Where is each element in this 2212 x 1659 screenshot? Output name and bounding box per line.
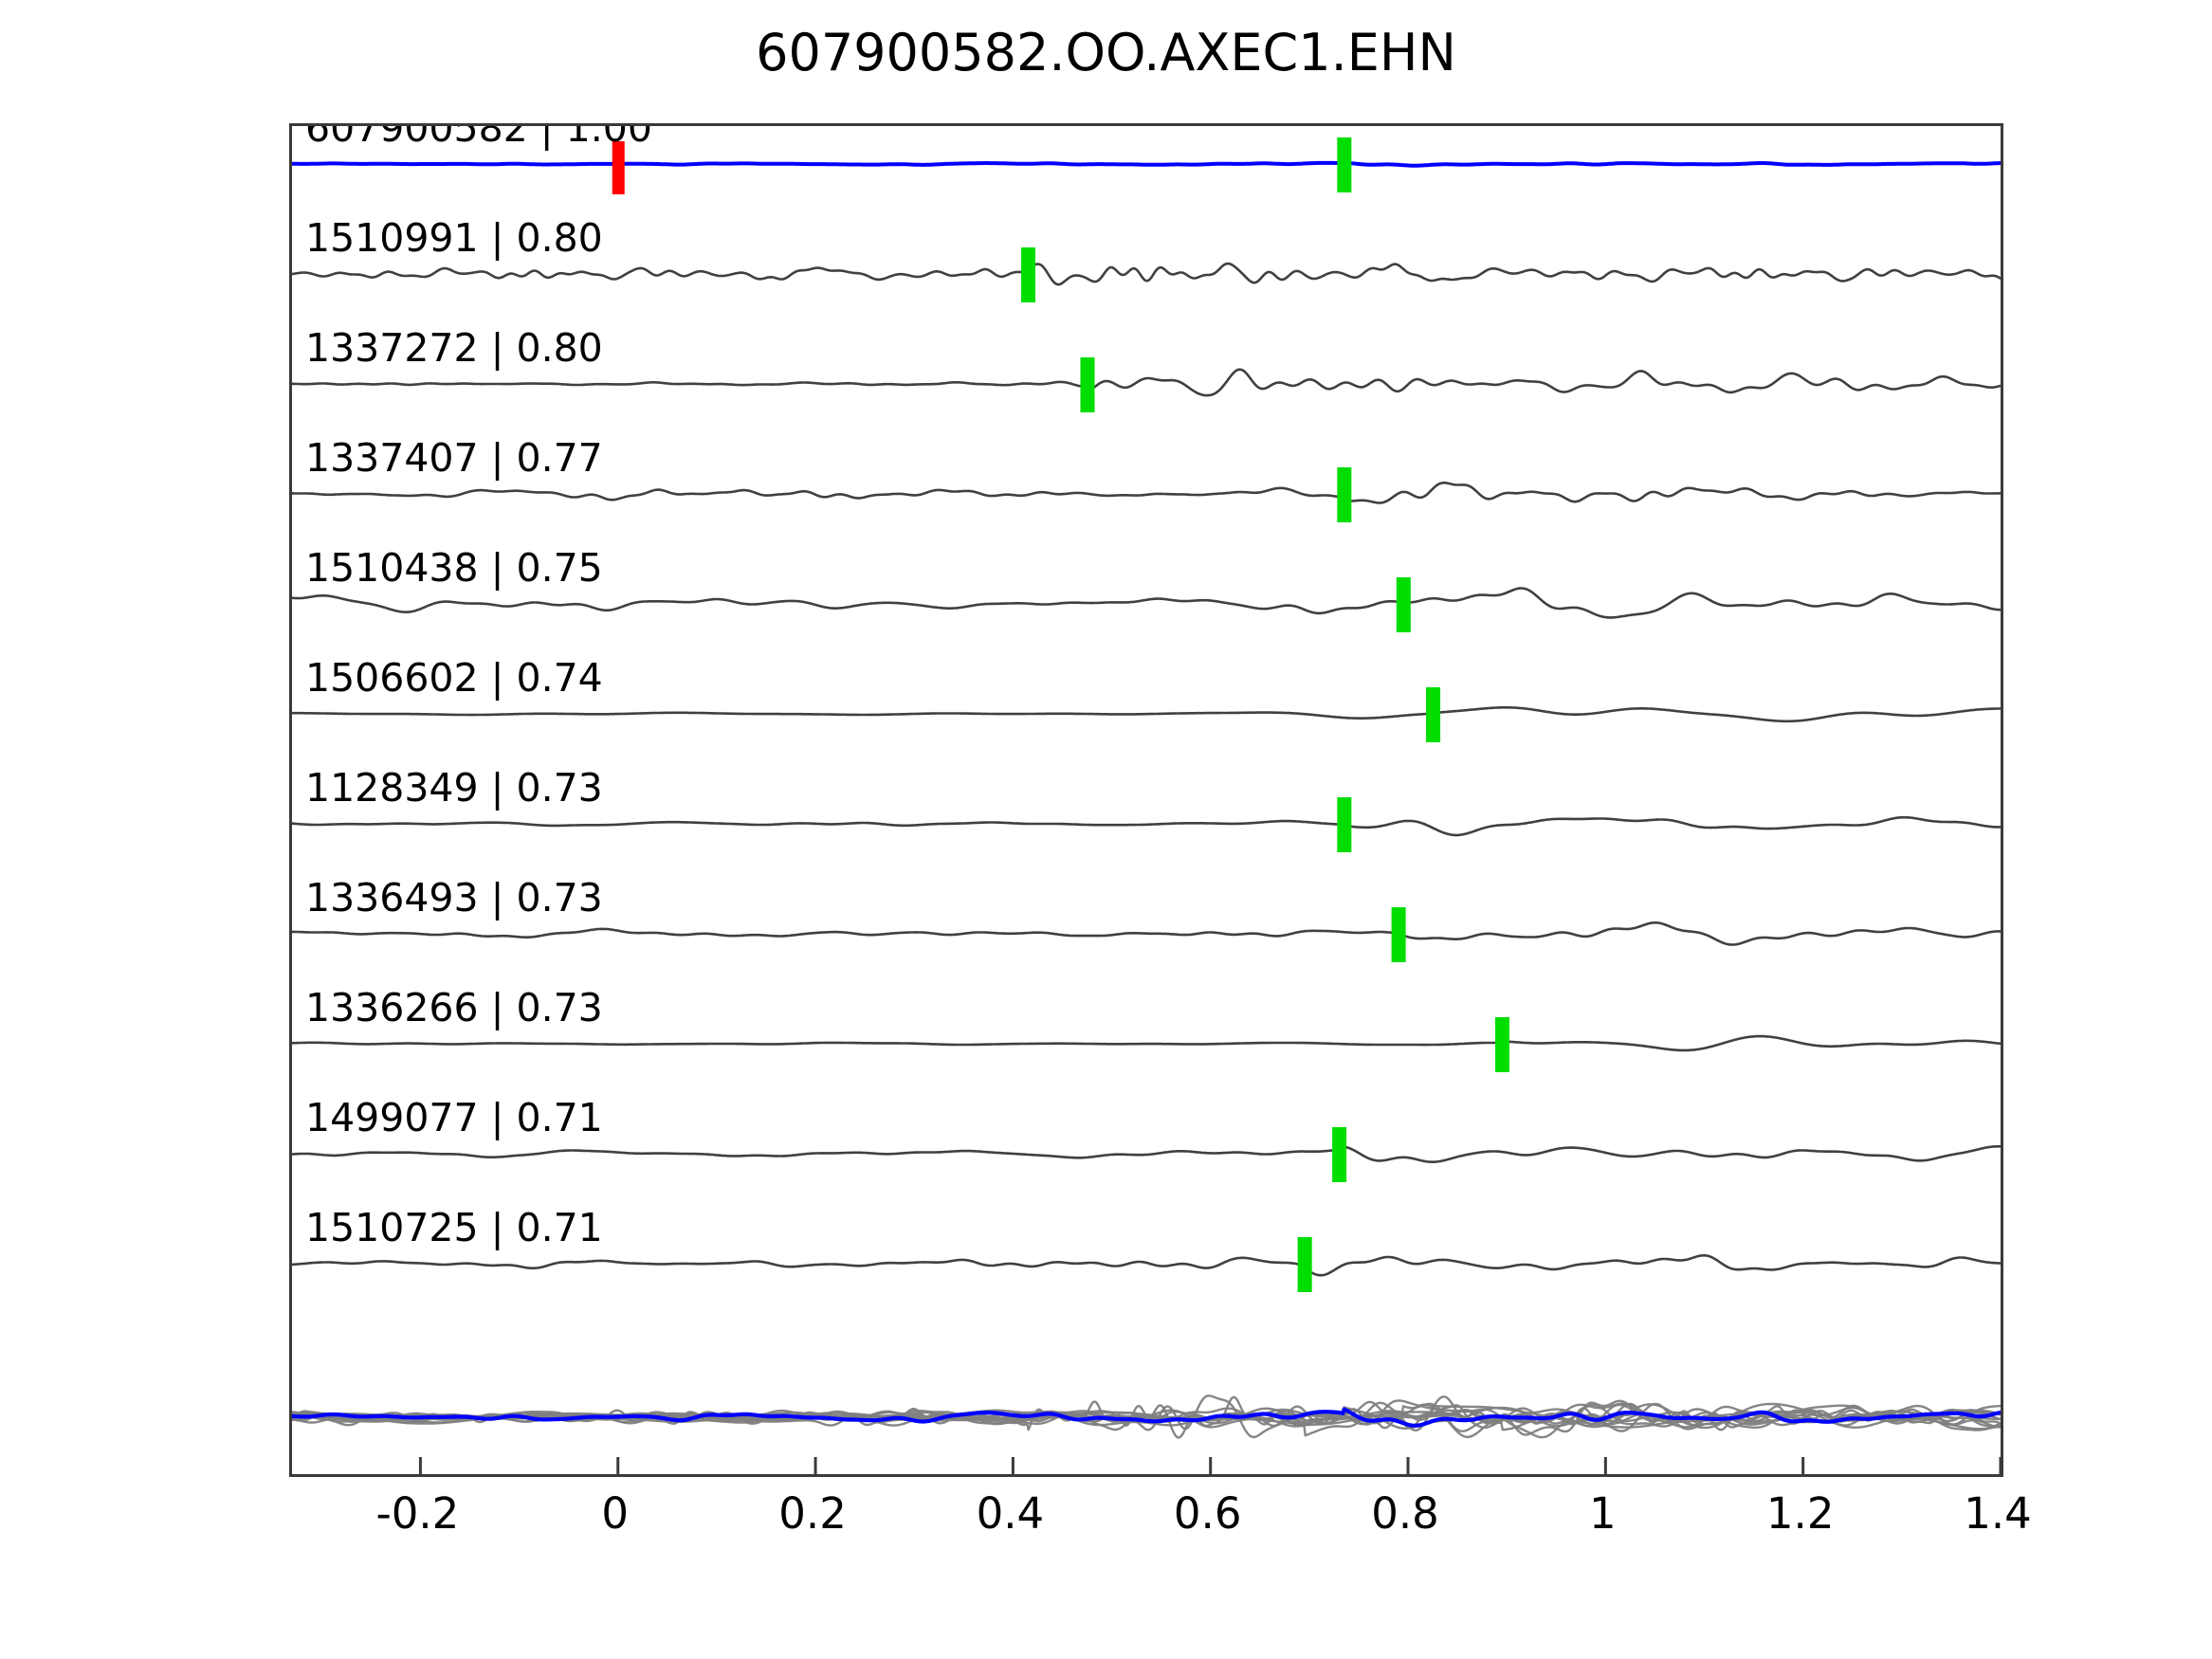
stack-template-trace: [292, 1407, 2001, 1428]
x-tick-label-5: 0.8: [1371, 1488, 1439, 1539]
trace-label-607900582: 607900582 | 1.00: [305, 123, 652, 151]
detection-pick-marker-1510725[interactable]: [1297, 1237, 1312, 1292]
waveform-trace-1506602: [292, 705, 2001, 723]
waveform-trace-1336493: [292, 921, 2001, 946]
detection-pick-marker-1510438[interactable]: [1396, 577, 1411, 632]
detection-pick-marker-1337272[interactable]: [1080, 357, 1095, 412]
waveform-trace-1499077: [292, 1144, 2001, 1163]
trace-label-1336266: 1336266 | 0.73: [305, 985, 603, 1030]
plot-area: 607900582 | 1.00 1510991 | 0.80 1337272 | …: [289, 123, 2003, 1477]
waveform-canvas: [292, 137, 2001, 1474]
trace-label-1510991: 1510991 | 0.80: [305, 215, 603, 261]
detection-pick-marker-607900582[interactable]: [1337, 137, 1352, 192]
waveform-trace-1337407: [292, 481, 2001, 504]
waveform-trace-1336266: [292, 1034, 2001, 1052]
waveform-trace-607900582: [292, 160, 2001, 168]
x-axis-tick-labels: -0.2 0 0.2 0.4 0.6 0.8 1 1.2 1.4: [289, 1488, 2032, 1555]
waveform-trace-1510725: [292, 1254, 2001, 1277]
waveform-trace-1337272: [292, 368, 2001, 397]
x-tick-label-4: 0.6: [1173, 1488, 1242, 1539]
detection-pick-marker-1337407[interactable]: [1337, 467, 1352, 522]
waveform-trace-1510991: [292, 262, 2001, 286]
page-title: 607900582.OO.AXEC1.EHN: [756, 23, 1456, 82]
trace-label-1336493: 1336493 | 0.73: [305, 875, 603, 921]
detection-pick-marker-1499077[interactable]: [1332, 1127, 1347, 1182]
trace-label-1510725: 1510725 | 0.71: [305, 1205, 603, 1250]
x-tick-label-7: 1.2: [1765, 1488, 1835, 1539]
template-pick-marker-607900582[interactable]: [612, 141, 625, 194]
detection-pick-marker-1506602[interactable]: [1426, 687, 1441, 742]
detection-pick-marker-1128349[interactable]: [1337, 797, 1352, 852]
trace-label-1337272: 1337272 | 0.80: [305, 325, 603, 371]
x-tick-label-8: 1.4: [1964, 1488, 2032, 1539]
x-tick-label-0: -0.2: [375, 1488, 460, 1539]
trace-label-1506602: 1506602 | 0.74: [305, 655, 603, 701]
detection-pick-marker-1510991[interactable]: [1021, 247, 1036, 302]
waveform-trace-1510438: [292, 587, 2001, 619]
x-tick-label-2: 0.2: [778, 1488, 847, 1539]
waveform-trace-1128349: [292, 815, 2001, 837]
x-tick-label-6: 1: [1589, 1488, 1617, 1539]
x-tick-label-1: 0: [601, 1488, 630, 1539]
trace-label-1510438: 1510438 | 0.75: [305, 545, 603, 591]
x-tick-label-3: 0.4: [976, 1488, 1045, 1539]
trace-label-1337407: 1337407 | 0.77: [305, 435, 603, 481]
trace-label-1128349: 1128349 | 0.73: [305, 765, 603, 811]
detection-pick-marker-1336266[interactable]: [1494, 1017, 1509, 1072]
trace-label-1499077: 1499077 | 0.71: [305, 1095, 603, 1140]
detection-pick-marker-1336493[interactable]: [1391, 907, 1406, 962]
